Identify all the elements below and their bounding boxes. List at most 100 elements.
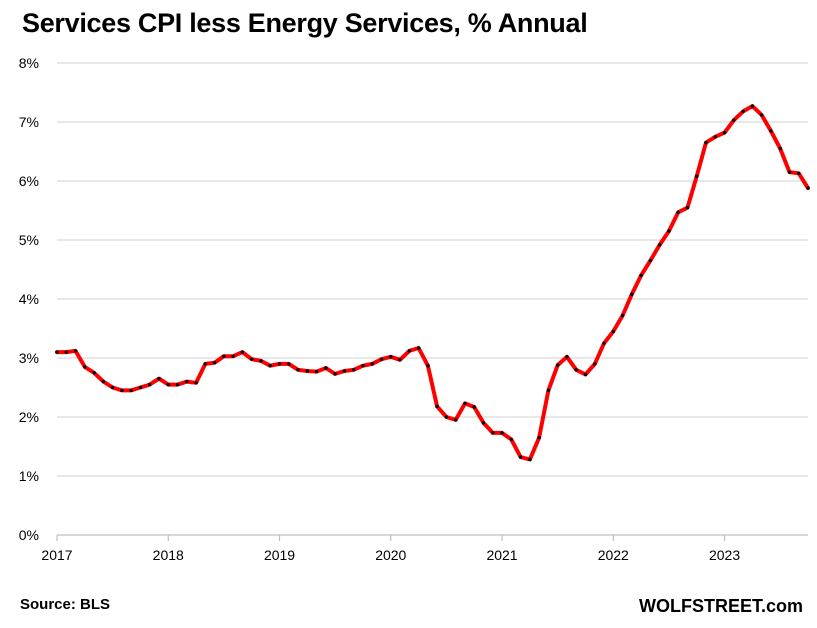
data-point <box>463 401 467 406</box>
x-tick-label: 2023 <box>709 547 740 563</box>
data-point <box>518 455 523 459</box>
data-point <box>101 379 106 384</box>
data-point <box>129 388 133 393</box>
data-point <box>370 362 374 366</box>
data-point <box>110 385 115 390</box>
data-point <box>537 435 541 440</box>
data-point <box>565 355 569 359</box>
brand-label: WOLFSTREET.com <box>638 596 803 616</box>
data-point <box>713 135 717 139</box>
data-point <box>806 186 810 190</box>
data-point <box>379 357 384 361</box>
data-point <box>667 229 671 233</box>
data-point <box>73 349 78 353</box>
data-point <box>212 361 217 365</box>
y-tick-label: 1% <box>19 468 39 484</box>
data-point <box>287 362 291 366</box>
x-axis-tick-labels: 2017 2018 2019 2020 2021 2022 2023 <box>41 547 740 563</box>
x-tick-label: 2017 <box>41 547 72 563</box>
x-tick-label: 2018 <box>153 547 184 563</box>
y-tick-label: 0% <box>19 527 39 543</box>
data-point <box>732 118 736 122</box>
y-tick-label: 6% <box>19 173 39 189</box>
series-line <box>55 104 810 462</box>
data-point <box>222 354 226 358</box>
data-point <box>685 205 690 210</box>
chart-title: Services CPI less Energy Services, % Ann… <box>22 8 588 38</box>
data-point <box>324 366 328 370</box>
data-point <box>778 146 782 151</box>
data-point <box>277 362 282 366</box>
data-point <box>166 382 170 387</box>
data-point <box>250 357 254 361</box>
data-point <box>259 359 263 363</box>
data-point <box>620 313 625 318</box>
y-tick-label: 8% <box>19 55 39 71</box>
data-point <box>185 379 189 384</box>
data-point <box>83 365 87 369</box>
data-point <box>704 140 708 145</box>
data-point <box>546 388 551 393</box>
data-point <box>593 362 597 366</box>
gridlines <box>56 62 808 541</box>
data-point <box>639 273 643 278</box>
data-point <box>602 341 606 345</box>
data-point <box>314 369 319 374</box>
data-point <box>55 350 59 354</box>
data-point <box>741 109 745 114</box>
data-point <box>695 174 699 178</box>
data-point <box>138 385 143 390</box>
y-tick-label: 4% <box>19 291 39 307</box>
data-point <box>157 376 161 381</box>
data-point <box>435 404 439 409</box>
x-tick-label: 2021 <box>486 547 517 563</box>
data-point <box>361 364 365 368</box>
data-point <box>407 349 411 353</box>
data-point <box>500 431 504 435</box>
data-point <box>648 258 653 263</box>
y-tick-label: 3% <box>19 350 39 366</box>
x-tick-label: 2020 <box>375 547 406 563</box>
data-point <box>231 354 235 358</box>
data-point <box>240 350 245 354</box>
data-point <box>630 292 634 296</box>
data-point <box>444 415 449 419</box>
y-tick-label: 5% <box>19 232 39 248</box>
data-point <box>797 171 801 175</box>
data-point <box>296 368 300 372</box>
data-point <box>426 364 430 368</box>
x-tick-label: 2019 <box>264 547 295 563</box>
data-point <box>759 113 764 117</box>
data-point <box>389 355 393 359</box>
series-markers <box>55 104 810 462</box>
y-axis-tick-labels: 0% 1% 2% 3% 4% 5% 6% 7% 8% <box>19 55 39 543</box>
data-point <box>352 368 356 372</box>
data-point <box>194 381 198 385</box>
data-point <box>750 104 755 108</box>
data-point <box>342 369 347 373</box>
data-point <box>333 372 337 376</box>
data-point <box>175 382 180 387</box>
data-point <box>472 405 476 409</box>
data-point <box>611 329 615 334</box>
data-point <box>769 129 773 133</box>
data-point <box>481 421 486 425</box>
data-point <box>203 362 207 366</box>
data-point <box>528 457 532 462</box>
data-point <box>787 170 792 174</box>
data-point <box>268 364 272 368</box>
data-point <box>658 243 662 247</box>
y-tick-label: 2% <box>19 409 39 425</box>
y-tick-label: 7% <box>19 114 39 130</box>
source-note: Source: BLS <box>20 596 111 613</box>
data-point <box>64 350 69 354</box>
data-point <box>305 369 309 373</box>
data-point <box>676 210 680 214</box>
data-point <box>509 437 513 442</box>
data-point <box>92 371 96 375</box>
data-point <box>491 431 495 435</box>
x-tick-label: 2022 <box>598 547 629 563</box>
data-point <box>583 372 588 377</box>
data-point <box>148 382 152 387</box>
